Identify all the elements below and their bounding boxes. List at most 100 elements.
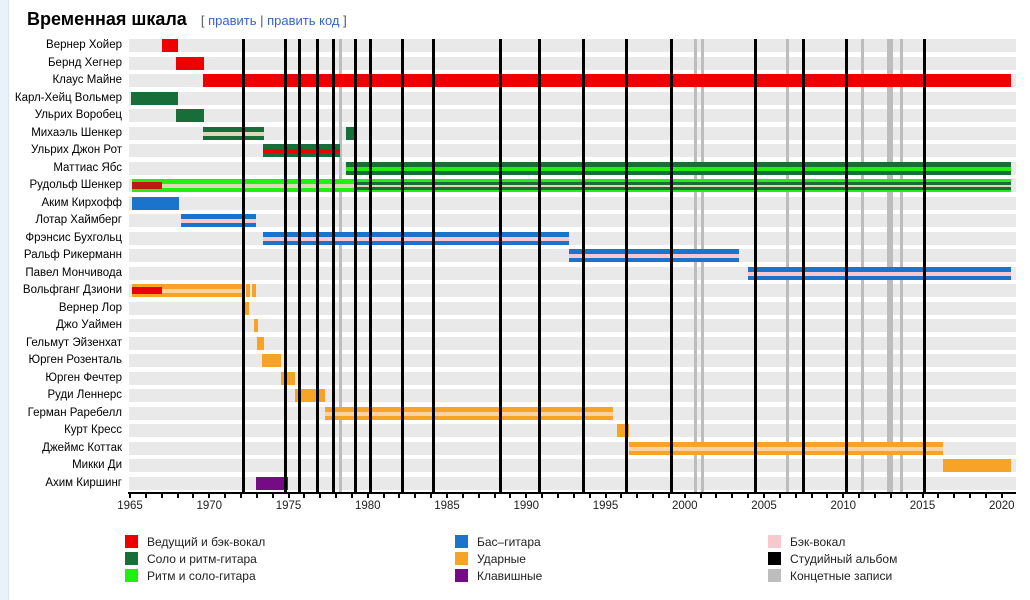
timeline-bar: [261, 354, 281, 367]
live-recording-line: [860, 39, 864, 493]
row-label: Бернд Хегнер: [48, 56, 122, 69]
axis-tick: [287, 494, 290, 498]
axis-tick: [446, 494, 448, 498]
legend-swatch: [125, 552, 138, 565]
timeline-bar: [202, 126, 264, 140]
axis-tick: [398, 494, 401, 498]
legend-swatch: [455, 552, 468, 565]
row-label: Герман Раребелл: [27, 406, 122, 419]
axis-tick: [1000, 494, 1003, 498]
axis-tick: [810, 494, 813, 498]
timeline-bar: [131, 284, 245, 297]
timeline-bar: [263, 144, 340, 157]
axis-tick: [652, 494, 655, 498]
axis-tick: [525, 494, 528, 498]
row-band: [129, 336, 1016, 350]
timeline-bar: [263, 231, 570, 245]
bar-role-stripe: [569, 254, 739, 258]
axis-tick: [826, 494, 829, 498]
bar-role-stripe: [202, 131, 264, 136]
axis-tick: [541, 494, 544, 498]
timeline-bar: [345, 126, 357, 140]
edit-bracket-open: [: [200, 13, 205, 28]
studio-album-line: [498, 39, 502, 493]
axis-tick: [731, 494, 734, 498]
studio-album-line: [581, 39, 585, 493]
axis-tick: [969, 494, 972, 498]
legend-item: Концетные записи: [768, 567, 897, 584]
axis-tick-label: 2000: [671, 500, 698, 512]
timeline-bar: [180, 214, 256, 227]
row-label: Юрген Розенталь: [28, 354, 122, 366]
legend-label: Ритм и соло-гитара: [147, 568, 256, 583]
legend-swatch: [125, 535, 138, 548]
axis-tick: [620, 494, 623, 498]
axis-tick: [160, 494, 163, 498]
axis-tick-label: 1995: [592, 500, 619, 512]
row-band: [129, 39, 1016, 52]
bar-role-stripe: [131, 182, 163, 189]
bar-role-stripe: [324, 411, 614, 416]
row-band: [129, 91, 1016, 105]
axis-tick: [271, 494, 274, 498]
edit-links: [ править | править код ]: [201, 13, 347, 28]
legend-swatch: [768, 535, 781, 548]
axis-tick: [414, 494, 417, 498]
timeline-bar: [256, 476, 288, 490]
studio-album-line: [923, 39, 927, 493]
axis-tick: [699, 494, 702, 498]
studio-album-line: [298, 39, 302, 493]
legend-item: Соло и ритм-гитара: [125, 550, 455, 567]
row-band: [129, 301, 1016, 315]
row-band: [129, 231, 1016, 245]
row-label: Гельмут Эйзенхат: [25, 336, 122, 349]
row-label: Ульрих Джон Рот: [30, 144, 122, 156]
axis-tick-label: 1980: [354, 500, 381, 512]
timeline-bar: [345, 161, 1012, 175]
axis-tick: [794, 494, 797, 498]
axis-tick: [572, 494, 575, 498]
axis-tick-label: 2010: [830, 500, 857, 512]
studio-album-line: [844, 39, 848, 493]
legend-column: Бас–гитара Ударные Клавишные: [455, 533, 768, 584]
bar-role-stripe: [263, 149, 340, 153]
row-label: Вернер Хойер: [46, 39, 122, 51]
timeline-bar: [324, 406, 614, 420]
axis-tick: [477, 494, 480, 498]
axis-tick: [208, 494, 211, 498]
bar-role-stripe: [162, 289, 245, 293]
row-label: Джеймс Коттак: [42, 441, 122, 454]
row-label: Курт Кресс: [64, 424, 122, 436]
axis-tick-label: 2020: [988, 500, 1015, 512]
studio-album-line: [283, 39, 287, 493]
edit-link[interactable]: править: [208, 13, 257, 28]
axis-tick: [763, 494, 765, 498]
timeline-bar: [253, 319, 259, 332]
axis-tick: [366, 494, 369, 498]
edit-source-link[interactable]: править код: [267, 13, 340, 28]
axis-tick: [430, 494, 433, 498]
studio-album-line: [241, 39, 245, 493]
axis-tick: [255, 494, 258, 498]
axis-tick: [129, 494, 131, 498]
legend-swatch: [768, 569, 781, 582]
axis-tick: [636, 494, 639, 498]
legend-swatch: [455, 535, 468, 548]
row-label: Фрэнсис Бухгольц: [25, 231, 122, 244]
axis-tick: [461, 494, 464, 498]
row-band: [129, 319, 1016, 332]
legend-item: Бэк-вокал: [768, 533, 897, 550]
legend-item: Студийный альбом: [768, 550, 897, 567]
row-band: [129, 196, 1016, 210]
axis-tick: [350, 494, 353, 498]
axis-tick: [192, 494, 195, 498]
legend-swatch: [125, 569, 138, 582]
timeline-bar: [569, 249, 739, 262]
row-label: Руди Леннерс: [47, 389, 122, 401]
legend-item: Ударные: [455, 550, 768, 567]
bar-role-stripe: [629, 446, 944, 451]
bar-role-stripe: [162, 184, 357, 188]
row-band: [129, 459, 1016, 472]
axis-tick-label: 1990: [513, 500, 540, 512]
live-recording-line: [900, 39, 904, 493]
